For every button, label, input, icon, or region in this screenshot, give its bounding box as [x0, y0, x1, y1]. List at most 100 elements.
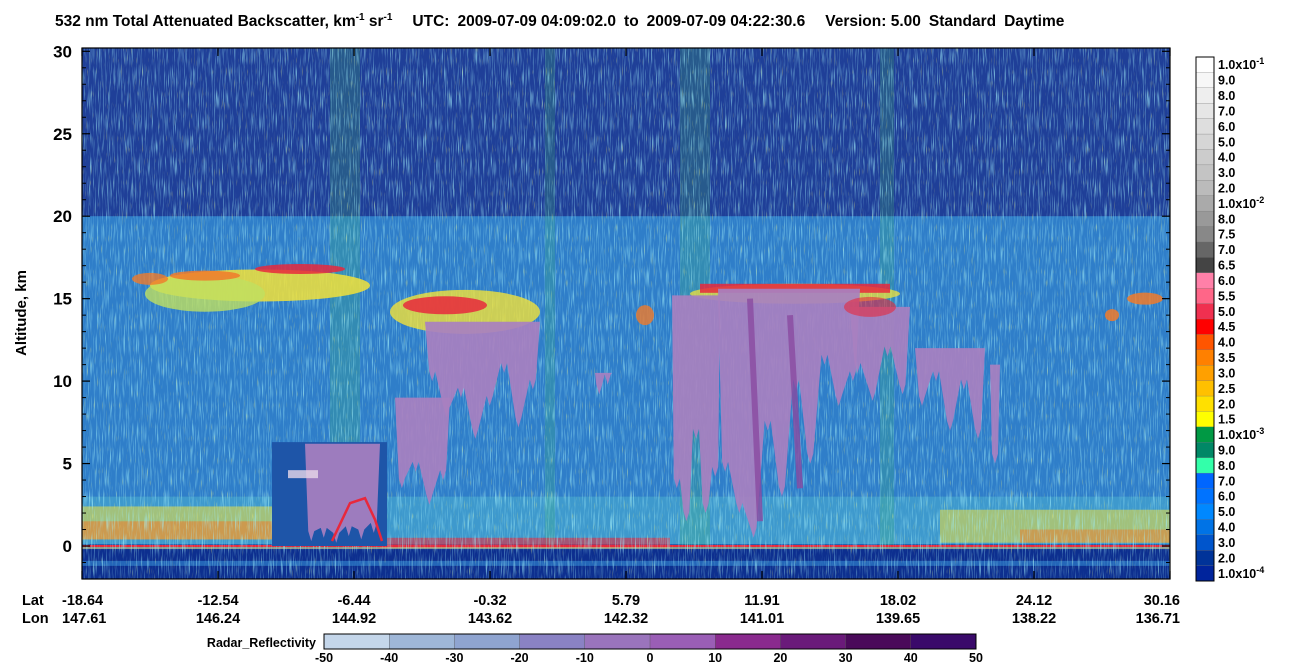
colorbar-label-30: 4.0	[1218, 521, 1235, 535]
colorbar-swatch-5	[1195, 133, 1215, 150]
title-daytime: Daytime	[1004, 13, 1065, 30]
plot-area	[82, 48, 1170, 579]
radar-tick-4: -10	[576, 651, 594, 665]
colorbar-label-text-27: 7.0	[1218, 474, 1235, 488]
anvil-middle-curtain	[425, 321, 540, 439]
radar-tick-6: 10	[708, 651, 722, 665]
colorbar-label-7: 3.0	[1218, 166, 1235, 180]
colorbar-label-14: 6.0	[1218, 274, 1235, 288]
y-tick-label-0: 0	[63, 537, 72, 556]
colorbar-label-32: 2.0	[1218, 551, 1235, 565]
colorbar-label-text-11: 7.5	[1218, 228, 1235, 242]
colorbar-label-19: 3.5	[1218, 351, 1235, 365]
colorbar-label-text-16: 5.0	[1218, 305, 1235, 319]
colorbar-label-text-9: 1.0x10	[1218, 197, 1256, 211]
colorbar-label-text-29: 5.0	[1218, 505, 1235, 519]
right-curtain-e	[990, 364, 1000, 464]
colorbar-swatch-18	[1195, 334, 1215, 351]
title-mode: Standard	[929, 13, 996, 30]
colorbar-label-18: 4.0	[1218, 336, 1235, 350]
colorbar-label-text-4: 6.0	[1218, 120, 1235, 134]
radar-tick-2: -30	[445, 651, 463, 665]
colorbar-label-text-33: 1.0x10	[1218, 567, 1256, 581]
chart-title: 532 nm Total Attenuated Backscatter, km-…	[55, 12, 1065, 30]
colorbar-label-text-32: 2.0	[1218, 551, 1235, 565]
y-tick-label-25: 25	[53, 125, 72, 144]
colorbar-label-15: 5.5	[1218, 289, 1235, 303]
radar-tick-9: 40	[904, 651, 918, 665]
colorbar-label-23: 1.5	[1218, 413, 1235, 427]
colorbar-label-text-6: 4.0	[1218, 151, 1235, 165]
colorbar-label-text-19: 3.5	[1218, 351, 1235, 365]
colorbar-swatch-19	[1195, 349, 1215, 366]
colorbar-label-text-25: 9.0	[1218, 444, 1235, 458]
colorbar-swatch-3	[1195, 103, 1215, 120]
cirrus-left-core-2	[170, 270, 240, 281]
colorbar-swatch-11	[1195, 226, 1215, 243]
radar-swatch-0	[323, 633, 390, 650]
x-tick-lon-2: 144.92	[332, 611, 376, 627]
x-row-label-lat: Lat	[22, 593, 44, 609]
anvil-right-red-patch	[844, 296, 896, 317]
colorbar-label-text-23: 1.5	[1218, 413, 1235, 427]
colorbar-label-text-21: 2.5	[1218, 382, 1235, 396]
colorbar-swatch-13	[1195, 257, 1215, 274]
radar-swatch-3	[519, 633, 586, 650]
colorbar-label-12: 7.0	[1218, 243, 1235, 257]
small-cell-4	[1105, 309, 1119, 322]
colorbar-label-text-26: 8.0	[1218, 459, 1235, 473]
colorbar-swatch-16	[1195, 303, 1215, 320]
x-tick-lat-0: -18.64	[62, 593, 103, 609]
y-axis: 0 5 10 15 20 25 30	[53, 42, 1170, 580]
right-curtain-d	[915, 348, 985, 439]
colorbar-swatch-30	[1195, 519, 1215, 536]
colorbar-swatch-9	[1195, 195, 1215, 212]
x-tick-lat-1: -12.54	[197, 593, 238, 609]
colorbar-label-11: 7.5	[1218, 228, 1235, 242]
right-deep-core	[747, 298, 803, 522]
radar-swatch-4	[584, 633, 651, 650]
x-row-label-lon: Lon	[22, 611, 49, 627]
x-tick-lon-5: 141.01	[740, 611, 784, 627]
colorbar-label-text-5: 5.0	[1218, 135, 1235, 149]
small-cell-1	[636, 305, 654, 326]
y-tick-label-5: 5	[63, 455, 72, 474]
radar-swatch-5	[649, 633, 716, 650]
colorbar-label-5: 5.0	[1218, 135, 1235, 149]
y-tick-label-10: 10	[53, 372, 72, 391]
colorbar-label-text-17: 4.5	[1218, 320, 1235, 334]
colorbar-swatch-4	[1195, 118, 1215, 135]
x-tick-lat-2: -6.44	[337, 593, 370, 609]
colorbar-swatch-14	[1195, 272, 1215, 289]
colorbar-swatch-7	[1195, 164, 1215, 181]
radar-tick-1: -40	[380, 651, 398, 665]
small-cell-3	[1127, 292, 1163, 305]
colorbar-label-16: 5.0	[1218, 305, 1235, 319]
radar-tick-3: -20	[511, 651, 529, 665]
colorbar-label-text-24: 1.0x10	[1218, 428, 1256, 442]
right-curtain-c	[850, 306, 910, 401]
colorbar-label-text-2: 8.0	[1218, 89, 1235, 103]
colorbar-frame	[1195, 56, 1215, 582]
colorbar-label-text-3: 7.0	[1218, 104, 1235, 118]
colorbar-swatch-22	[1195, 395, 1215, 412]
colorbar-label-26: 8.0	[1218, 459, 1235, 473]
right-curtain-a	[672, 295, 720, 522]
radar-swatch-1	[389, 633, 455, 650]
radar-swatch-6	[715, 633, 781, 650]
title-version: Version: 5.00	[825, 13, 921, 30]
title-utc-end: 2009-07-09 04:22:30.6	[647, 13, 806, 30]
colorbar-swatch-24	[1195, 426, 1215, 443]
colorbar-label-text-28: 6.0	[1218, 490, 1235, 504]
colorbar-label-33: 1.0x10-4	[1218, 565, 1264, 581]
radar-reflectivity-colorbar: Radar_Reflectivity-50 -40 -30 -20 -10 0 10 20 30…	[207, 633, 983, 665]
colorbar-swatch-23	[1195, 411, 1215, 428]
noise-speckle-yellow	[82, 48, 1170, 579]
x-tick-lat-5: 11.91	[744, 593, 780, 609]
colorbar-label-text-13: 6.5	[1218, 259, 1235, 273]
colorbar-label-10: 8.0	[1218, 212, 1235, 226]
anvil-middle-core	[403, 296, 487, 315]
colorbar-label-text-22: 2.0	[1218, 397, 1235, 411]
colorbar-label-exp-33: -4	[1256, 565, 1264, 575]
